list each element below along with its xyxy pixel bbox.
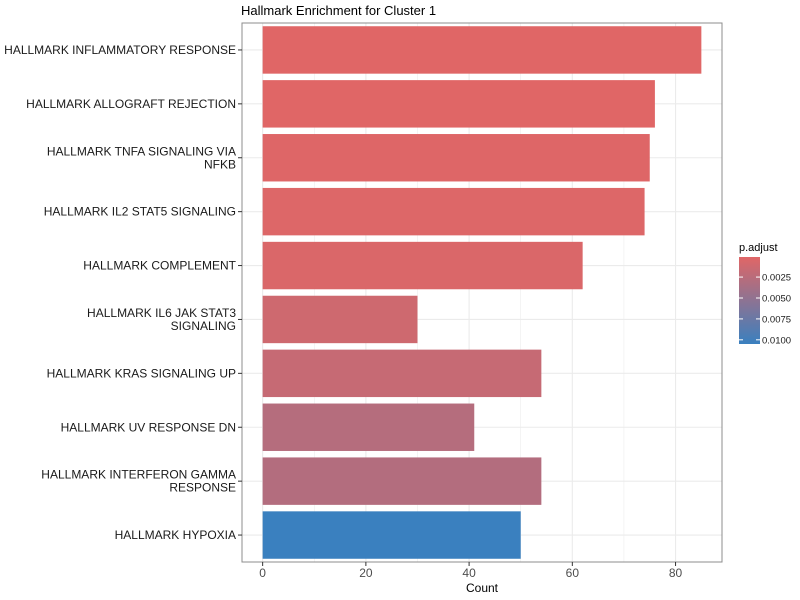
x-tick-label: 60 (566, 566, 580, 580)
x-tick-label: 80 (669, 566, 683, 580)
legend-ticks: 0.0025 0.0050 0.0075 0.0100 (739, 273, 791, 346)
x-tick-label: 40 (462, 566, 476, 580)
bar (262, 403, 475, 451)
bars (262, 26, 702, 559)
x-tick-label: 0 (259, 566, 266, 580)
legend-tick-label: 0.0050 (762, 293, 791, 304)
legend-colorbar (739, 257, 760, 344)
bar (262, 511, 521, 559)
x-tick-label: 20 (359, 566, 373, 580)
legend-title: p.adjust (739, 242, 778, 254)
category-labels: HALLMARK INFLAMMATORY RESPONSE HALLMARK A… (4, 43, 242, 542)
legend-tick-label: 0.0075 (762, 314, 791, 325)
bar (262, 349, 542, 398)
bar (262, 187, 645, 236)
bar (262, 134, 650, 182)
legend-tick-label: 0.0100 (762, 335, 791, 346)
category-label: HALLMARK INTERFERON GAMMA RESPONSE (41, 468, 236, 495)
bar (262, 295, 418, 344)
category-label: HALLMARK INFLAMMATORY RESPONSE (4, 43, 236, 57)
category-label: HALLMARK IL2 STAT5 SIGNALING (44, 205, 236, 219)
bar (262, 457, 542, 505)
bar (262, 241, 583, 290)
category-label: HALLMARK IL6 JAK STAT3 SIGNALING (87, 306, 236, 333)
category-label: HALLMARK HYPOXIA (115, 528, 236, 542)
x-axis-title: Count (466, 581, 499, 595)
category-label: HALLMARK TNFA SIGNALING VIA NFKB (47, 144, 236, 171)
bar (262, 26, 702, 74)
chart-title: Hallmark Enrichment for Cluster 1 (241, 3, 436, 18)
panel-border (241, 22, 723, 563)
bar (262, 80, 655, 128)
category-label: HALLMARK UV RESPONSE DN (61, 420, 236, 434)
legend: p.adjust 0.0025 0.0050 0.0075 0.0100 (739, 242, 791, 346)
legend-tick-label: 0.0025 (762, 273, 791, 284)
category-label: HALLMARK ALLOGRAFT REJECTION (26, 97, 236, 111)
category-label: HALLMARK KRAS SIGNALING UP (47, 366, 236, 380)
category-label: HALLMARK COMPLEMENT (83, 259, 236, 273)
x-axis-ticks: 0 20 40 60 80 (259, 562, 683, 580)
